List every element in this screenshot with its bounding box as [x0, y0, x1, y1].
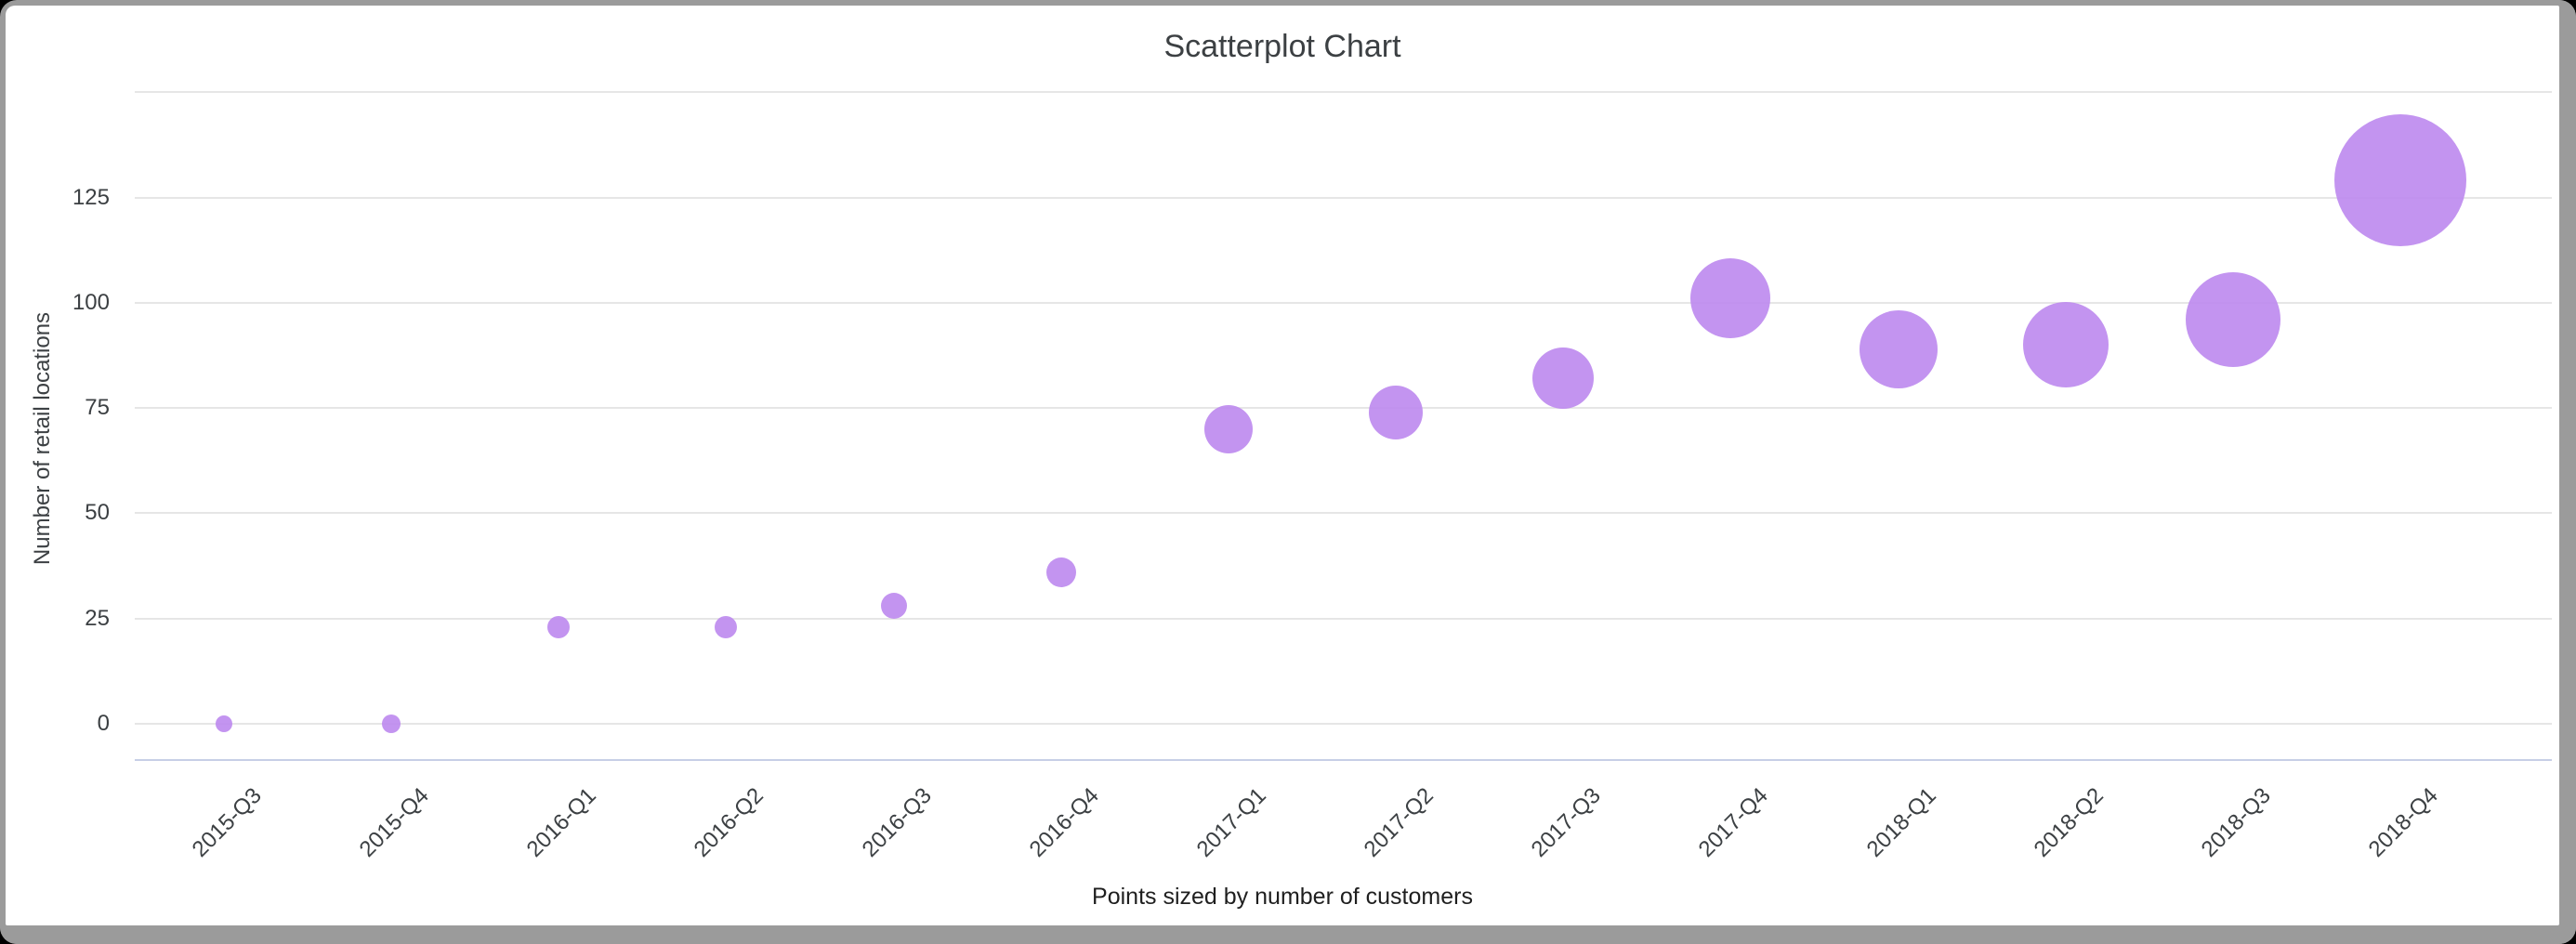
gridline-75 — [135, 407, 2552, 410]
x-tick-label-2015-Q3: 2015-Q3 — [187, 782, 267, 862]
y-tick-label-100: 100 — [72, 289, 110, 315]
data-point-2017-Q2[interactable] — [1369, 385, 1424, 439]
gridline-100 — [135, 301, 2552, 304]
chart-title: Scatterplot Chart — [1163, 29, 1401, 64]
x-tick-label-2017-Q3: 2017-Q3 — [1526, 782, 1606, 862]
x-tick-label-2017-Q1: 2017-Q1 — [1191, 782, 1271, 862]
x-axis-footer: Points sized by number of customers — [1092, 884, 1473, 910]
data-point-2018-Q4[interactable] — [2333, 114, 2466, 247]
x-tick-label-2016-Q4: 2016-Q4 — [1024, 782, 1104, 862]
x-tick-label-2016-Q1: 2016-Q1 — [521, 782, 602, 862]
data-point-2015-Q4[interactable] — [382, 715, 401, 733]
x-tick-label-2017-Q2: 2017-Q2 — [1359, 782, 1439, 862]
x-tick-label-2016-Q3: 2016-Q3 — [857, 782, 937, 862]
gridline-50 — [135, 512, 2552, 515]
x-tick-label-2017-Q4: 2017-Q4 — [1694, 782, 1774, 862]
data-point-2016-Q1[interactable] — [547, 615, 571, 638]
data-point-2018-Q3[interactable] — [2185, 271, 2280, 367]
data-point-2017-Q4[interactable] — [1690, 258, 1771, 339]
x-axis-line — [135, 759, 2552, 761]
chart-canvas — [6, 6, 2559, 925]
gridline-125 — [135, 196, 2552, 199]
x-tick-label-2018-Q2: 2018-Q2 — [2029, 782, 2109, 862]
gridline-top — [135, 91, 2552, 94]
right-scrollbar[interactable] — [2559, 0, 2576, 944]
bottom-scrollbar[interactable] — [0, 925, 2576, 944]
data-point-2016-Q3[interactable] — [880, 593, 907, 620]
y-tick-label-25: 25 — [85, 605, 110, 631]
y-tick-label-50: 50 — [85, 500, 110, 526]
data-point-2018-Q1[interactable] — [1859, 309, 1938, 388]
y-tick-label-125: 125 — [72, 184, 110, 210]
y-tick-label-0: 0 — [97, 711, 110, 736]
x-tick-label-2018-Q3: 2018-Q3 — [2196, 782, 2276, 862]
data-point-2018-Q2[interactable] — [2022, 302, 2109, 388]
data-point-2017-Q3[interactable] — [1532, 347, 1595, 410]
data-point-2016-Q2[interactable] — [715, 615, 738, 638]
x-tick-label-2018-Q1: 2018-Q1 — [1861, 782, 1941, 862]
data-point-2016-Q4[interactable] — [1045, 557, 1076, 587]
data-point-2017-Q1[interactable] — [1203, 404, 1253, 453]
gridline-0 — [135, 723, 2552, 725]
x-tick-label-2018-Q4: 2018-Q4 — [2363, 782, 2443, 862]
y-tick-label-75: 75 — [85, 395, 110, 421]
gridline-25 — [135, 617, 2552, 620]
data-point-2015-Q3[interactable] — [216, 715, 232, 732]
x-tick-label-2015-Q4: 2015-Q4 — [354, 782, 434, 862]
x-tick-label-2016-Q2: 2016-Q2 — [690, 782, 769, 862]
